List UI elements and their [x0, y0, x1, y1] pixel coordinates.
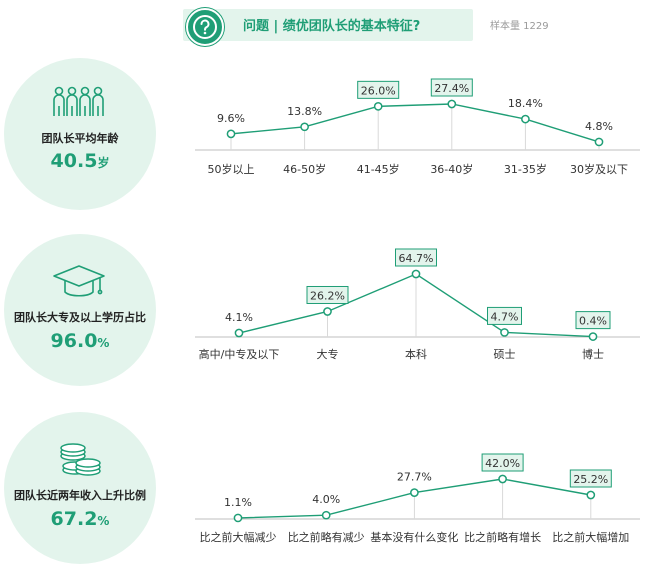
question-banner	[183, 9, 473, 41]
data-label: 0.4%	[579, 315, 607, 328]
data-point	[586, 490, 596, 500]
data-label-box	[357, 80, 400, 99]
data-point	[234, 328, 244, 338]
data-label: 18.4%	[508, 97, 543, 110]
tick-label: 本科	[405, 347, 427, 361]
data-label: 27.4%	[434, 82, 469, 95]
tick-label: 50岁以上	[208, 162, 255, 176]
age-label: 团队长平均年龄	[41, 132, 119, 145]
data-label: 25.2%	[573, 473, 608, 486]
income-value: 67.2%	[50, 508, 110, 530]
sample-size: 样本量 1229	[490, 21, 549, 32]
tick-label: 硕士	[494, 348, 516, 361]
tick-label: 31-35岁	[504, 162, 547, 176]
tick-label: 46-50岁	[283, 162, 326, 176]
data-point	[321, 510, 331, 520]
tick-label: 比之前大幅增加	[552, 530, 629, 544]
education-label: 团队长大专及以上学历占比	[14, 311, 146, 324]
data-point	[588, 332, 598, 341]
income-panel	[4, 412, 156, 564]
data-label: 13.8%	[287, 105, 322, 118]
education-panel	[4, 234, 156, 386]
tick-label: 比之前大幅减少	[200, 530, 277, 544]
data-point	[323, 307, 332, 316]
data-point	[233, 513, 243, 523]
coins-icon	[60, 443, 101, 476]
question-icon	[186, 8, 224, 46]
tick-label: 比之前略有增长	[464, 530, 541, 544]
tick-label: 基本没有什么变化	[370, 530, 458, 544]
data-point	[373, 102, 383, 111]
graduation-cap-icon	[53, 265, 105, 297]
series-line	[230, 103, 600, 143]
tick-label: 大专	[317, 347, 339, 361]
data-label-box	[481, 453, 524, 472]
data-point	[500, 328, 509, 337]
tick-label: 高中/中专及以下	[199, 347, 280, 361]
data-label: 4.0%	[312, 493, 340, 506]
data-label-box	[395, 248, 437, 267]
data-point	[411, 269, 421, 279]
question-title: 问题 | 绩优团队长的基本特征?	[243, 19, 421, 34]
data-label: 42.0%	[485, 457, 520, 470]
data-point	[447, 99, 457, 109]
people-icon	[53, 86, 104, 116]
tick-label: 比之前略有减少	[288, 530, 365, 544]
age-value: 40.5岁	[50, 150, 110, 172]
tick-label: 博士	[582, 348, 604, 361]
data-label: 26.2%	[310, 289, 345, 302]
data-label-box	[569, 469, 612, 488]
data-label-box	[430, 78, 473, 97]
data-label: 27.7%	[397, 471, 432, 484]
data-point	[226, 129, 236, 139]
data-label-box	[306, 285, 349, 304]
data-label: 9.6%	[217, 112, 245, 125]
data-point	[300, 122, 309, 132]
data-label: 26.0%	[361, 84, 396, 97]
data-label: 64.7%	[399, 252, 434, 265]
age-panel	[4, 58, 156, 210]
data-point	[498, 474, 507, 484]
data-point	[594, 137, 604, 147]
data-label: 4.7%	[491, 310, 519, 323]
data-point	[410, 488, 419, 497]
tick-label: 41-45岁	[357, 162, 400, 176]
data-label: 1.1%	[224, 496, 252, 509]
income-label: 团队长近两年收入上升比例	[14, 489, 146, 502]
tick-label: 36-40岁	[430, 162, 473, 176]
data-label: 4.8%	[585, 120, 613, 133]
data-label-box	[575, 311, 611, 330]
tick-label: 30岁及以下	[570, 162, 628, 176]
data-point	[521, 114, 530, 124]
data-label: 4.1%	[225, 311, 253, 324]
data-label-box	[487, 306, 522, 325]
education-value: 96.0%	[50, 330, 110, 352]
